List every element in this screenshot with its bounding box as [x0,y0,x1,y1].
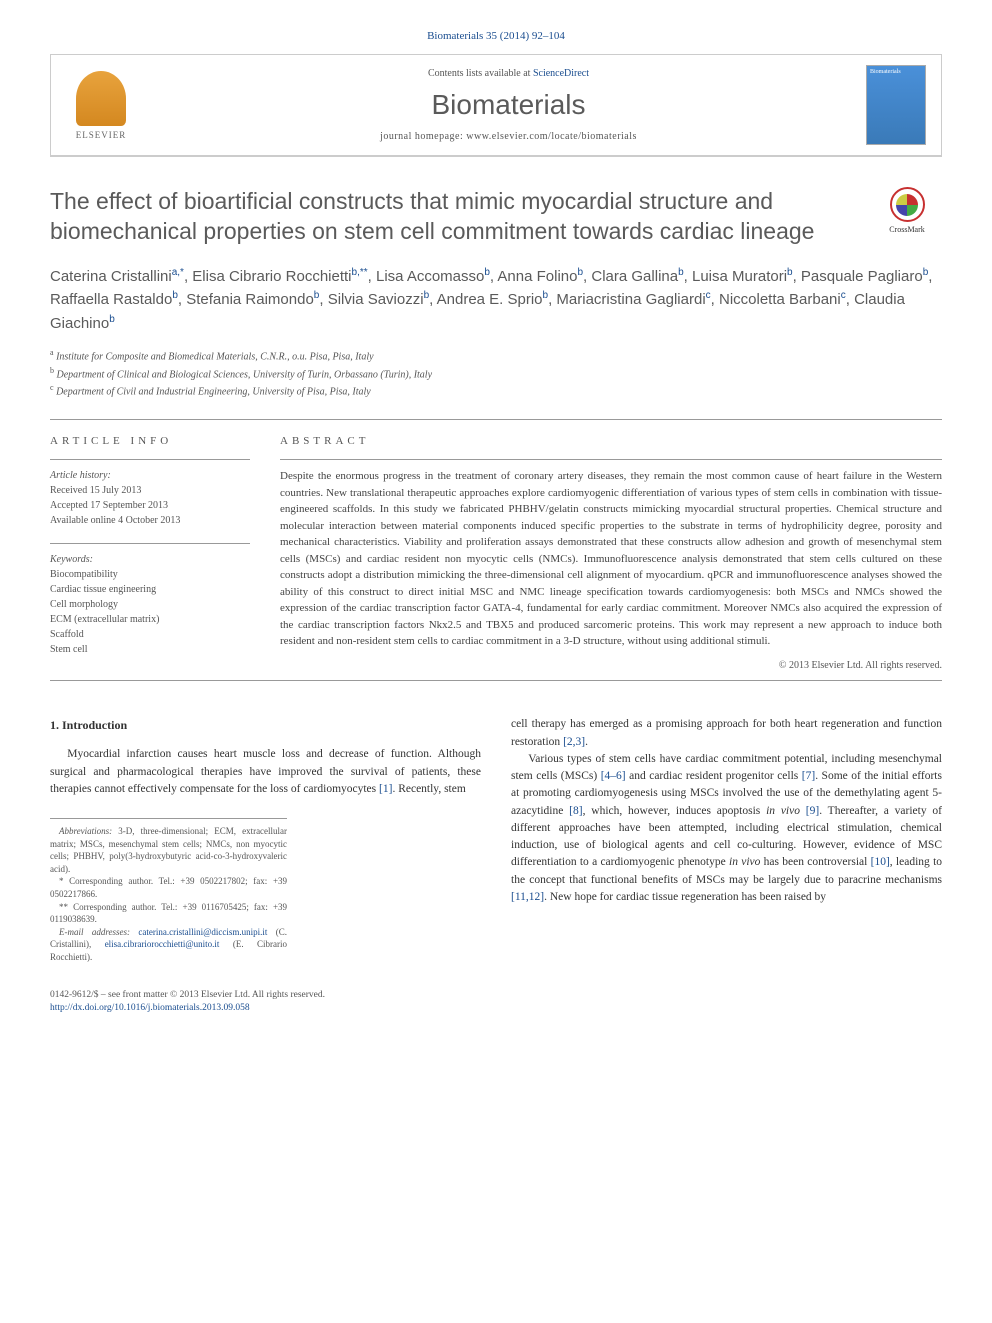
ref-link[interactable]: [1] [379,783,392,795]
abstract-bottom-divider [50,680,942,681]
introduction-heading: 1. Introduction [50,716,481,734]
history-label: Article history: [50,468,250,483]
crossmark-widget[interactable]: CrossMark [872,187,942,234]
keyword-item: Biocompatibility [50,567,250,582]
crossmark-label: CrossMark [872,225,942,234]
citation-line: Biomaterials 35 (2014) 92–104 [50,30,942,42]
abstract-heading: ABSTRACT [280,435,942,447]
email-link-1[interactable]: caterina.cristallini@diccism.unipi.it [138,927,267,937]
ref-link[interactable]: [8] [569,805,582,817]
intro-para-right-2: Various types of stem cells have cardiac… [511,751,942,906]
title-row: The effect of bioartificial constructs t… [50,187,942,247]
homepage-url[interactable]: www.elsevier.com/locate/biomaterials [466,131,637,142]
corresponding-author-1: * Corresponding author. Tel.: +39 050221… [50,875,287,900]
abstract-text: Despite the enormous progress in the tre… [280,459,942,650]
email-label: E-mail addresses: [59,927,130,937]
abstract-copyright: © 2013 Elsevier Ltd. All rights reserved… [280,660,942,671]
accepted-date: Accepted 17 September 2013 [50,498,250,513]
contents-available: Contents lists available at ScienceDirec… [151,68,866,79]
front-matter-line: 0142-9612/$ – see front matter © 2013 El… [50,989,942,1002]
footnotes: Abbreviations: 3-D, three-dimensional; E… [50,818,287,964]
affiliation-line: b Department of Clinical and Biological … [50,365,942,382]
doi-link[interactable]: http://dx.doi.org/10.1016/j.biomaterials… [50,1003,250,1013]
affiliation-line: c Department of Civil and Industrial Eng… [50,382,942,399]
corresponding-author-2: ** Corresponding author. Tel.: +39 01167… [50,901,287,926]
affiliation-line: a Institute for Composite and Biomedical… [50,347,942,364]
body-col-right: cell therapy has emerged as a promising … [511,716,942,963]
elsevier-logo: ELSEVIER [66,65,136,145]
online-date: Available online 4 October 2013 [50,513,250,528]
journal-homepage: journal homepage: www.elsevier.com/locat… [151,131,866,142]
keyword-item: ECM (extracellular matrix) [50,612,250,627]
page-footer: 0142-9612/$ – see front matter © 2013 El… [50,989,942,1016]
header-top-row: ELSEVIER Contents lists available at Sci… [51,55,941,156]
email-link-2[interactable]: elisa.cibrariorocchietti@unito.it [105,939,220,949]
sciencedirect-link[interactable]: ScienceDirect [533,68,589,79]
article-history-block: Article history: Received 15 July 2013 A… [50,459,250,528]
abstract-col: ABSTRACT Despite the enormous progress i… [280,435,942,672]
homepage-label: journal homepage: [380,131,466,142]
intro-para-right-1: cell therapy has emerged as a promising … [511,716,942,751]
header-center: Contents lists available at ScienceDirec… [151,68,866,142]
keyword-item: Stem cell [50,642,250,657]
keywords-block: Keywords: BiocompatibilityCardiac tissue… [50,543,250,657]
ref-link[interactable]: [2,3] [563,736,585,748]
authors-list: Caterina Cristallinia,*, Elisa Cibrario … [50,265,942,336]
received-date: Received 15 July 2013 [50,483,250,498]
journal-cover-thumbnail: Biomaterials [866,65,926,145]
publisher-name: ELSEVIER [76,130,127,140]
journal-header: ELSEVIER Contents lists available at Sci… [50,54,942,157]
keywords-label: Keywords: [50,552,250,567]
body-columns: 1. Introduction Myocardial infarction ca… [50,716,942,963]
info-abstract-row: ARTICLE INFO Article history: Received 1… [50,419,942,672]
article-info-col: ARTICLE INFO Article history: Received 1… [50,435,250,672]
keyword-item: Cardiac tissue engineering [50,582,250,597]
crossmark-badge-icon [890,187,925,222]
article-title: The effect of bioartificial constructs t… [50,187,852,247]
body-col-left: 1. Introduction Myocardial infarction ca… [50,716,481,963]
abbrev-label: Abbreviations: [59,826,112,836]
abbreviations-footnote: Abbreviations: 3-D, three-dimensional; E… [50,825,287,875]
ref-link[interactable]: [9] [806,805,819,817]
ref-link[interactable]: [11,12] [511,891,544,903]
article-info-heading: ARTICLE INFO [50,435,250,447]
email-addresses: E-mail addresses: caterina.cristallini@d… [50,926,287,964]
keywords-list: BiocompatibilityCardiac tissue engineeri… [50,567,250,657]
contents-prefix: Contents lists available at [428,68,533,79]
ref-link[interactable]: [4–6] [601,770,626,782]
keyword-item: Scaffold [50,627,250,642]
elsevier-tree-icon [76,71,126,126]
cover-label: Biomaterials [870,69,901,75]
keyword-item: Cell morphology [50,597,250,612]
journal-name: Biomaterials [151,89,866,121]
affiliations: a Institute for Composite and Biomedical… [50,347,942,399]
ref-link[interactable]: [10] [871,856,890,868]
crossmark-inner-icon [896,194,918,216]
intro-para-left: Myocardial infarction causes heart muscl… [50,746,481,798]
ref-link[interactable]: [7] [802,770,815,782]
